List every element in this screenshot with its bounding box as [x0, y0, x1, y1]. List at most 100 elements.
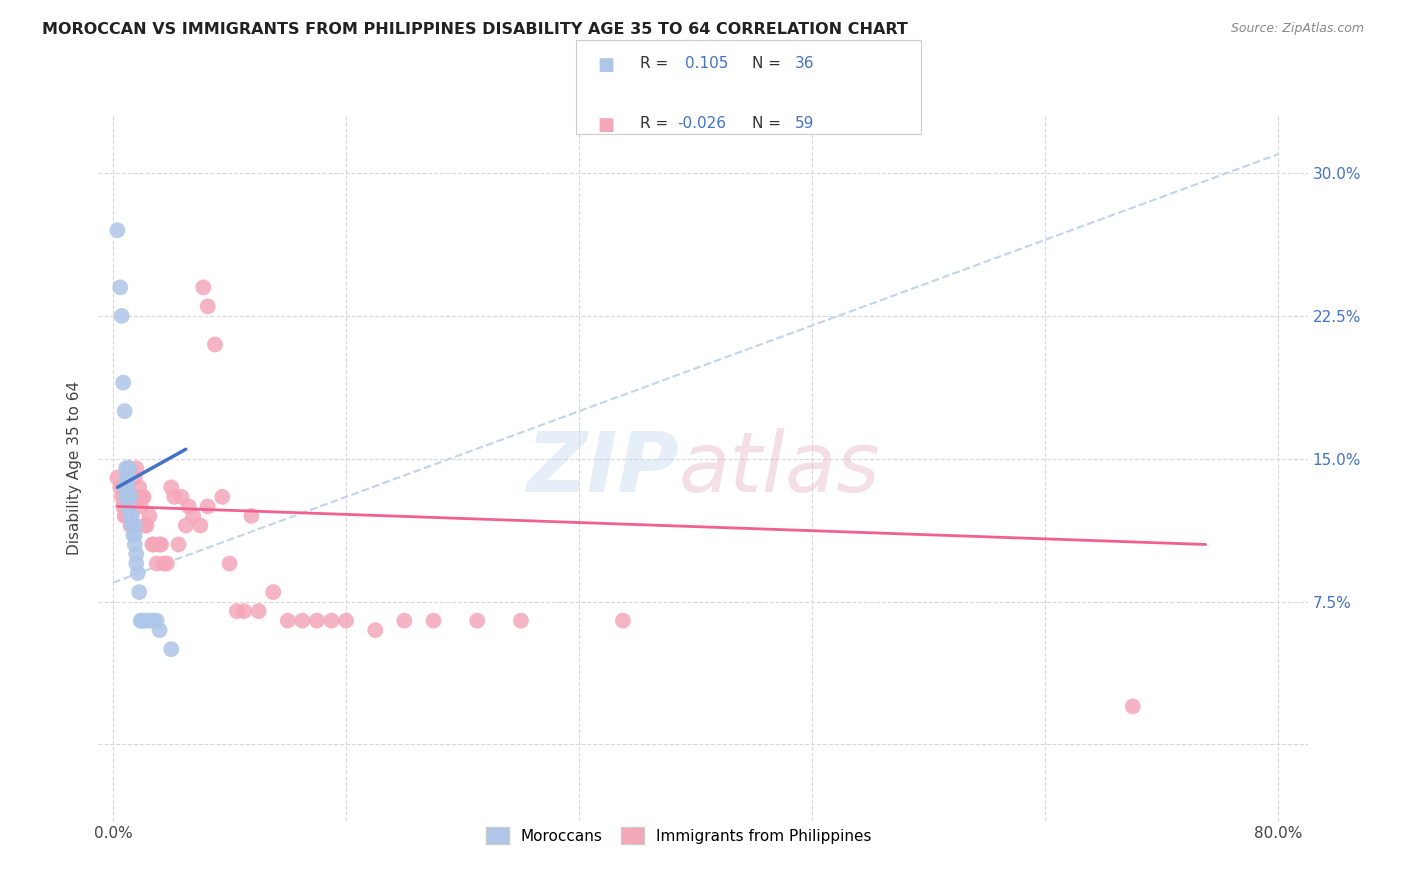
Y-axis label: Disability Age 35 to 64: Disability Age 35 to 64 [67, 381, 83, 556]
Point [335, 614, 357, 628]
Point [149, 623, 172, 637]
Point [150, 537, 173, 551]
Point [177, 500, 200, 514]
Point [174, 518, 197, 533]
Point [118, 490, 141, 504]
Point [120, 518, 142, 533]
Point [149, 537, 172, 551]
Point [422, 614, 444, 628]
Text: N =: N = [752, 116, 786, 131]
Point [160, 480, 183, 494]
Point [145, 614, 167, 628]
Point [110, 280, 132, 294]
Point [181, 508, 204, 523]
Text: ZIP: ZIP [526, 428, 679, 508]
Point [305, 614, 328, 628]
Point [125, 557, 148, 571]
Point [115, 490, 138, 504]
Point [111, 309, 134, 323]
Point [134, 518, 156, 533]
Point [115, 471, 138, 485]
Point [121, 518, 143, 533]
Point [141, 537, 163, 551]
Point [364, 623, 387, 637]
Point [240, 508, 263, 523]
Point [124, 471, 146, 485]
Point [1122, 699, 1144, 714]
Point [127, 566, 149, 580]
Point [167, 537, 190, 551]
Text: 59: 59 [794, 116, 814, 131]
Text: 0.105: 0.105 [685, 56, 728, 71]
Text: R =: R = [640, 116, 673, 131]
Point [156, 557, 179, 571]
Point [465, 614, 488, 628]
Point [105, 223, 128, 237]
Point [394, 614, 416, 628]
Point [117, 500, 139, 514]
Point [121, 508, 143, 523]
Point [142, 614, 165, 628]
Point [124, 518, 146, 533]
Point [145, 557, 167, 571]
Point [122, 518, 145, 533]
Point [211, 490, 233, 504]
Point [170, 490, 193, 504]
Point [120, 508, 142, 523]
Point [124, 528, 146, 542]
Point [114, 480, 136, 494]
Point [120, 490, 142, 504]
Point [127, 490, 149, 504]
Point [135, 518, 157, 533]
Point [218, 557, 240, 571]
Point [142, 537, 165, 551]
Point [122, 528, 145, 542]
Point [128, 480, 150, 494]
Point [122, 518, 145, 533]
Point [131, 490, 153, 504]
Point [129, 614, 152, 628]
Point [197, 500, 219, 514]
Point [125, 461, 148, 475]
Point [190, 518, 212, 533]
Point [233, 604, 256, 618]
Point [114, 404, 136, 418]
Point [118, 461, 141, 475]
Point [160, 642, 183, 657]
Text: ■: ■ [598, 116, 614, 134]
Point [124, 537, 146, 551]
Point [117, 480, 139, 494]
Point [197, 300, 219, 314]
Point [132, 490, 155, 504]
Point [105, 471, 128, 485]
Point [125, 547, 148, 561]
Point [131, 614, 153, 628]
Point [291, 614, 314, 628]
Text: -0.026: -0.026 [678, 116, 727, 131]
Point [163, 490, 186, 504]
Text: N =: N = [752, 56, 786, 71]
Text: ■: ■ [598, 56, 614, 74]
Point [509, 614, 531, 628]
Legend: Moroccans, Immigrants from Philippines: Moroccans, Immigrants from Philippines [478, 820, 879, 852]
Text: 36: 36 [794, 56, 814, 71]
Point [247, 604, 270, 618]
Point [128, 585, 150, 599]
Point [204, 337, 226, 351]
Point [118, 471, 141, 485]
Point [110, 480, 132, 494]
Point [193, 280, 215, 294]
Point [121, 518, 143, 533]
Point [111, 490, 134, 504]
Point [138, 614, 160, 628]
Text: Source: ZipAtlas.com: Source: ZipAtlas.com [1230, 22, 1364, 36]
Point [117, 490, 139, 504]
Point [134, 614, 156, 628]
Point [115, 508, 138, 523]
Point [118, 461, 141, 475]
Point [115, 461, 138, 475]
Point [225, 604, 247, 618]
Point [612, 614, 634, 628]
Point [117, 461, 139, 475]
Text: R =: R = [640, 56, 673, 71]
